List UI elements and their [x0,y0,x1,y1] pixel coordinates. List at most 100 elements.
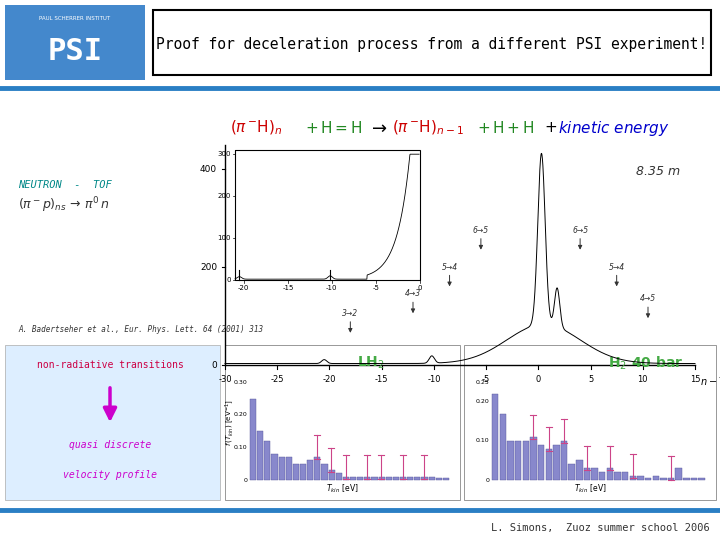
Bar [286,457,292,480]
Bar [250,399,256,480]
Bar [492,394,498,480]
Text: L. Simons,  Zuoz summer school 2006: L. Simons, Zuoz summer school 2006 [491,523,710,533]
Text: 200: 200 [200,263,217,272]
Text: -10: -10 [326,285,338,291]
Bar [591,468,598,480]
Text: $+\,\mathrm{H{=}H}$: $+\,\mathrm{H{=}H}$ [305,120,362,136]
Text: $+$: $+$ [544,120,557,136]
Text: 3→2: 3→2 [342,309,359,318]
Bar [5,345,220,500]
Text: velocity profile: velocity profile [63,470,157,480]
Bar [530,437,536,480]
Bar [407,477,413,480]
Text: -20: -20 [323,375,336,384]
Bar [336,474,342,480]
Text: 5→4: 5→4 [608,262,625,272]
Text: 6→5: 6→5 [572,226,588,235]
Text: 0.20: 0.20 [233,413,247,417]
Text: -30: -30 [218,375,232,384]
Bar [343,477,349,480]
Bar [523,441,529,480]
Bar [645,478,652,480]
Text: 4→3: 4→3 [405,289,421,299]
Bar [350,477,356,480]
Bar [264,441,270,480]
Bar [464,345,716,500]
Text: -5: -5 [372,285,379,291]
Text: PSI: PSI [48,37,102,66]
Text: 400: 400 [200,165,217,174]
Bar [321,464,328,480]
Bar [379,477,384,480]
Bar [307,461,313,480]
Bar [443,478,449,480]
Bar [599,472,606,480]
Text: 200: 200 [217,193,231,199]
Text: $T_{kin}\ [\mathrm{eV}]$: $T_{kin}\ [\mathrm{eV}]$ [326,483,359,495]
Bar [690,478,697,480]
Text: 10: 10 [637,375,648,384]
Text: $+\,\mathrm{H} + \mathrm{H}$: $+\,\mathrm{H} + \mathrm{H}$ [477,120,534,136]
Text: 4→5: 4→5 [640,294,656,303]
Text: Proof for deceleration process from a different PSI experiment!: Proof for deceleration process from a di… [156,37,708,52]
Text: 0.30: 0.30 [233,380,247,384]
Bar [235,150,420,280]
Text: -25: -25 [271,375,284,384]
Bar [614,472,621,480]
Text: 0.10: 0.10 [475,438,489,443]
Text: $(\pi^-\!\mathrm{H})_n$: $(\pi^-\!\mathrm{H})_n$ [230,119,282,137]
Bar [5,5,145,80]
Bar [561,441,567,480]
Bar [372,477,377,480]
Bar [225,145,695,365]
Text: quasi discrete: quasi discrete [69,440,151,450]
Text: $\rightarrow$: $\rightarrow$ [368,119,387,137]
Text: $T_{kin}\ [\mathrm{eV}]$: $T_{kin}\ [\mathrm{eV}]$ [574,483,606,495]
Text: 6→5: 6→5 [473,226,489,235]
Text: 0.20: 0.20 [475,399,489,404]
Text: -20: -20 [238,285,250,291]
Bar [328,470,335,480]
Bar [300,464,306,480]
Text: 0: 0 [211,361,217,369]
Bar [568,464,575,480]
Bar [271,454,277,480]
Text: $\mathit{kinetic\ energy}$: $\mathit{kinetic\ energy}$ [558,118,670,138]
Text: 0: 0 [418,285,422,291]
Bar [153,10,711,75]
Bar [576,461,582,480]
Text: 8.35 m: 8.35 m [636,165,680,178]
Text: $(\pi^-p)_{ns}\,\rightarrow\,\pi^0\,n$: $(\pi^-p)_{ns}\,\rightarrow\,\pi^0\,n$ [18,195,110,215]
Text: non-radiative transitions: non-radiative transitions [37,360,184,370]
Bar [683,478,690,480]
Bar [675,468,682,480]
Text: 0: 0 [485,477,489,483]
Bar [257,431,264,480]
Bar [553,445,559,480]
Bar [414,477,420,480]
Bar [607,468,613,480]
Text: $n-TOF/ns$: $n-TOF/ns$ [700,375,720,388]
Bar [652,476,659,480]
Text: $(\pi^-\!\mathrm{H})_{n-1}$: $(\pi^-\!\mathrm{H})_{n-1}$ [392,119,464,137]
Text: 0: 0 [227,277,231,283]
Bar [629,476,636,480]
Text: 15: 15 [690,375,701,384]
Text: 5→4: 5→4 [441,262,458,272]
Bar [393,477,399,480]
Bar [428,477,435,480]
Text: 300: 300 [217,151,231,157]
Text: 0.10: 0.10 [233,445,247,450]
Bar [660,478,667,480]
Text: -15: -15 [375,375,388,384]
Bar [279,457,284,480]
Bar [436,478,442,480]
Bar [515,441,521,480]
Bar [538,445,544,480]
Bar [421,477,428,480]
Bar [698,478,705,480]
Text: H$_2$ 40 bar: H$_2$ 40 bar [608,354,683,372]
Bar [622,472,629,480]
Bar [508,441,514,480]
Text: 0: 0 [243,477,247,483]
